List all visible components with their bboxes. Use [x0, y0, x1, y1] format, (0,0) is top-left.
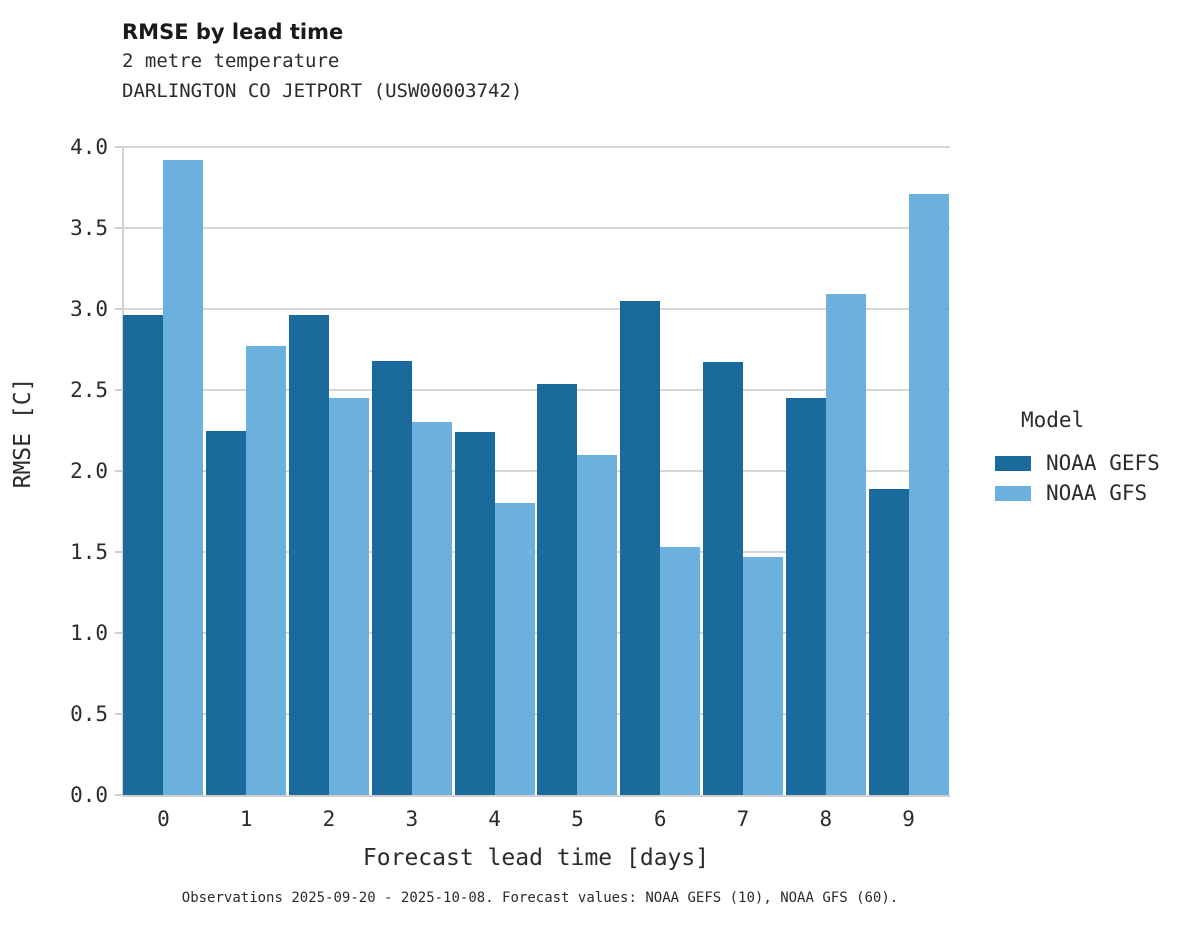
y-axis-tick-label: 1.5	[70, 540, 108, 564]
x-axis-tick-label: 0	[157, 807, 170, 831]
y-axis-tick	[115, 713, 122, 715]
bar-noaa-gfs-day-0[interactable]	[163, 159, 204, 795]
x-axis-tick-label: 1	[239, 807, 253, 831]
y-axis-tick-labels: 0.0 0.5 1.0 1.5 2.0 2.5 3.0 3.5 4.0	[40, 137, 108, 806]
x-axis-tick-label: 9	[902, 807, 915, 831]
bar-noaa-gefs-day-8[interactable]	[785, 398, 826, 795]
y-axis-tick-label: 4.0	[70, 135, 108, 159]
y-axis-tick	[115, 308, 122, 310]
legend-item-gefs[interactable]: NOAA GEFS	[995, 448, 1185, 478]
bar-noaa-gfs-day-7[interactable]	[743, 556, 783, 795]
x-axis-tick-label: 2	[322, 807, 336, 831]
bar-noaa-gefs-day-4[interactable]	[454, 432, 495, 795]
y-axis-tick	[115, 146, 122, 148]
legend-title: Model	[1021, 408, 1085, 432]
y-axis-tick	[115, 794, 122, 796]
legend-swatch-gefs	[995, 455, 1031, 471]
bar-noaa-gfs-day-5[interactable]	[577, 454, 618, 795]
x-axis-tick-label: 4	[488, 807, 501, 831]
gridline	[122, 713, 950, 715]
y-axis-tick-label: 3.5	[70, 216, 108, 240]
y-axis-tick-label: 3.0	[70, 297, 108, 321]
chart-subtitle-variable: 2 metre temperature	[122, 50, 340, 72]
bar-noaa-gefs-day-5[interactable]	[537, 383, 578, 795]
y-axis-tick-label: 0.0	[70, 783, 108, 807]
y-axis-title: RMSE [C]	[10, 377, 36, 489]
gridline	[122, 632, 950, 634]
gridline	[122, 308, 950, 310]
x-axis-tick-label: 8	[819, 807, 833, 831]
bar-noaa-gfs-day-2[interactable]	[329, 398, 369, 795]
y-axis-tick	[115, 227, 122, 229]
x-axis-tick-label: 3	[405, 807, 419, 831]
y-axis-tick-label: 2.0	[70, 459, 108, 483]
bar-noaa-gfs-day-9[interactable]	[908, 193, 949, 795]
bar-noaa-gefs-day-3[interactable]	[371, 360, 412, 795]
bar-noaa-gefs-day-1[interactable]	[206, 430, 247, 795]
legend: Model NOAA GEFS NOAA GFS	[995, 408, 1185, 508]
bar-noaa-gefs-day-0[interactable]	[123, 315, 164, 795]
bar-noaa-gefs-day-6[interactable]	[620, 300, 661, 795]
footnote: Observations 2025-09-20 - 2025-10-08. Fo…	[181, 890, 899, 906]
bar-noaa-gfs-day-3[interactable]	[411, 422, 452, 795]
bar-noaa-gefs-day-9[interactable]	[868, 488, 909, 795]
gridline	[122, 389, 950, 391]
chart-title-block: RMSE by lead time 2 metre temperature DA…	[122, 18, 522, 106]
bar-noaa-gfs-day-8[interactable]	[825, 294, 866, 795]
y-axis-tick-label: 0.5	[70, 702, 108, 726]
legend-label-gefs: NOAA GEFS	[1046, 450, 1160, 475]
x-axis-tick-label: 6	[653, 807, 667, 831]
x-axis-title: Forecast lead time [days]	[362, 845, 710, 871]
legend-label-gfs: NOAA GFS	[1046, 480, 1148, 505]
y-axis-tick	[115, 632, 122, 634]
x-axis-tick-labels: 0 1 2 3 4 5 6 7 8 9	[122, 808, 950, 834]
chart-subtitle-station: DARLINGTON CO JETPORT (USW00003742)	[122, 80, 523, 102]
gridline	[122, 551, 950, 553]
bars-layer	[122, 147, 950, 795]
bar-noaa-gefs-day-2[interactable]	[289, 315, 329, 795]
y-axis-tick	[115, 389, 122, 391]
x-axis-tick-label: 5	[571, 807, 584, 831]
gridline	[122, 470, 950, 472]
page-title: RMSE by lead time	[122, 20, 344, 44]
plot-area	[115, 146, 950, 797]
y-axis-tick	[115, 470, 122, 472]
y-axis-tick	[115, 551, 122, 553]
gridline	[122, 146, 950, 148]
y-axis-tick-label: 1.0	[70, 621, 108, 645]
legend-item-gfs[interactable]: NOAA GFS	[995, 478, 1185, 508]
legend-swatch-gfs	[995, 485, 1031, 501]
bar-noaa-gfs-day-6[interactable]	[660, 547, 701, 795]
gridline	[122, 227, 950, 229]
y-axis-tick-label: 2.5	[70, 378, 108, 402]
x-axis-tick-label: 7	[736, 807, 750, 831]
bar-noaa-gefs-day-7[interactable]	[703, 362, 743, 795]
bar-noaa-gfs-day-4[interactable]	[494, 503, 535, 795]
x-axis-line	[122, 795, 950, 797]
bar-noaa-gfs-day-1[interactable]	[246, 346, 287, 795]
